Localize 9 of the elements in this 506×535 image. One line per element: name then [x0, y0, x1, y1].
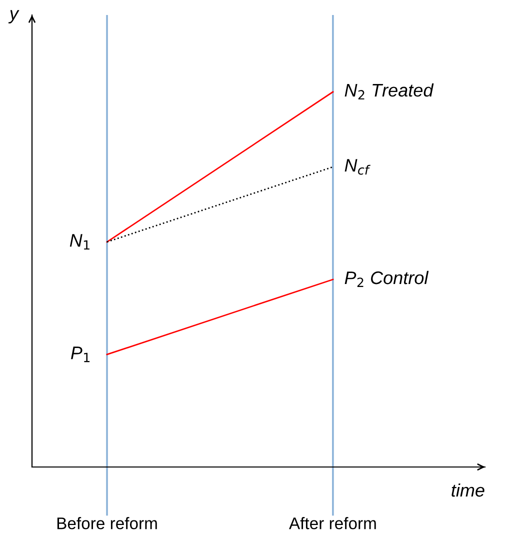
annotation: N$_{cf}$: [344, 159, 370, 175]
x-tick-label: After reform: [288, 517, 376, 530]
x-axis-title: time: [452, 483, 484, 497]
annotation: P$_{2}$ Control: [344, 270, 429, 287]
x-tick-label: Before reform: [57, 517, 157, 530]
annotation: P$_{1}$: [70, 346, 90, 362]
y-axis-title: y: [8, 10, 20, 24]
annotation: N$_{1}$: [70, 234, 90, 250]
annotation: N$_{2}$ Treated: [344, 83, 434, 100]
